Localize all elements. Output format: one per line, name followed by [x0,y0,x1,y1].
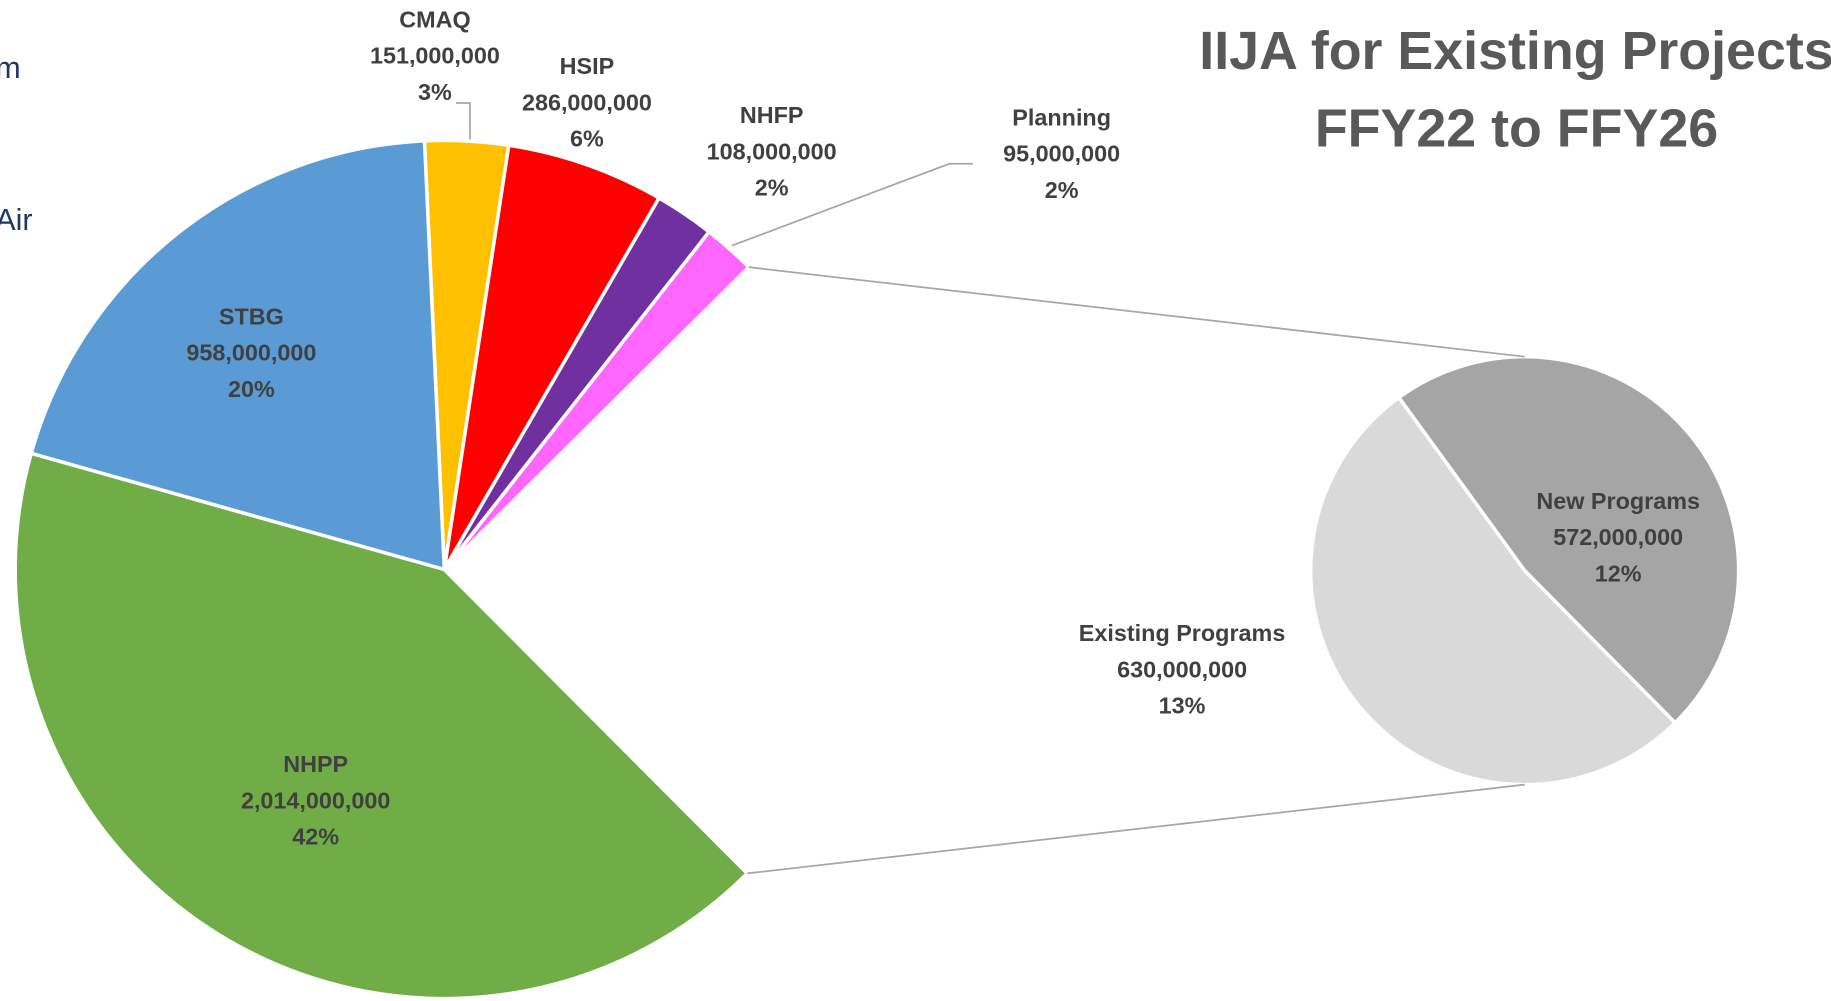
value-label: 286,000,000 [522,89,652,115]
percentage-label: 2% [1045,177,1079,203]
pie-slice [1308,395,1678,787]
slice-label: STBG [219,303,284,329]
cropped-text: Air [0,203,32,237]
leader-line [731,162,973,247]
value-label: 958,000,000 [186,340,316,366]
connector-line [747,783,1525,875]
slice-label: New Programs [1536,488,1700,514]
pie-slice [13,451,750,1001]
connector-line [748,266,1525,358]
value-label: 630,000,000 [1117,656,1247,682]
value-label: 151,000,000 [370,43,500,69]
pie-slice [29,139,447,572]
slice-label: Existing Programs [1079,620,1286,646]
slice-label: NHFP [740,102,804,128]
percentage-label: 20% [228,376,275,402]
value-label: 2,014,000,000 [241,787,390,813]
pie-slice [441,264,876,876]
value-label: 572,000,000 [1553,524,1683,550]
slice-label: Planning [1012,105,1111,131]
cropped-text: m [0,51,21,85]
pie-slice [1396,354,1741,726]
percentage-label: 3% [418,79,452,105]
percentage-label: 12% [1595,561,1642,587]
percentage-label: 6% [570,126,604,152]
value-label: 95,000,000 [1003,141,1120,167]
chart-title: IIJA for Existing Projects [1199,21,1831,81]
slice-label: HSIP [560,53,615,79]
percentage-label: 13% [1159,693,1206,719]
chart-title: FFY22 to FFY26 [1315,98,1718,158]
percentage-label: 42% [292,824,339,850]
leader-line [455,102,471,141]
slice-label: NHPP [283,751,348,777]
percentage-label: 2% [755,175,789,201]
pie-slice [442,143,662,571]
value-label: 108,000,000 [707,138,837,164]
slice-label: CMAQ [399,6,470,32]
